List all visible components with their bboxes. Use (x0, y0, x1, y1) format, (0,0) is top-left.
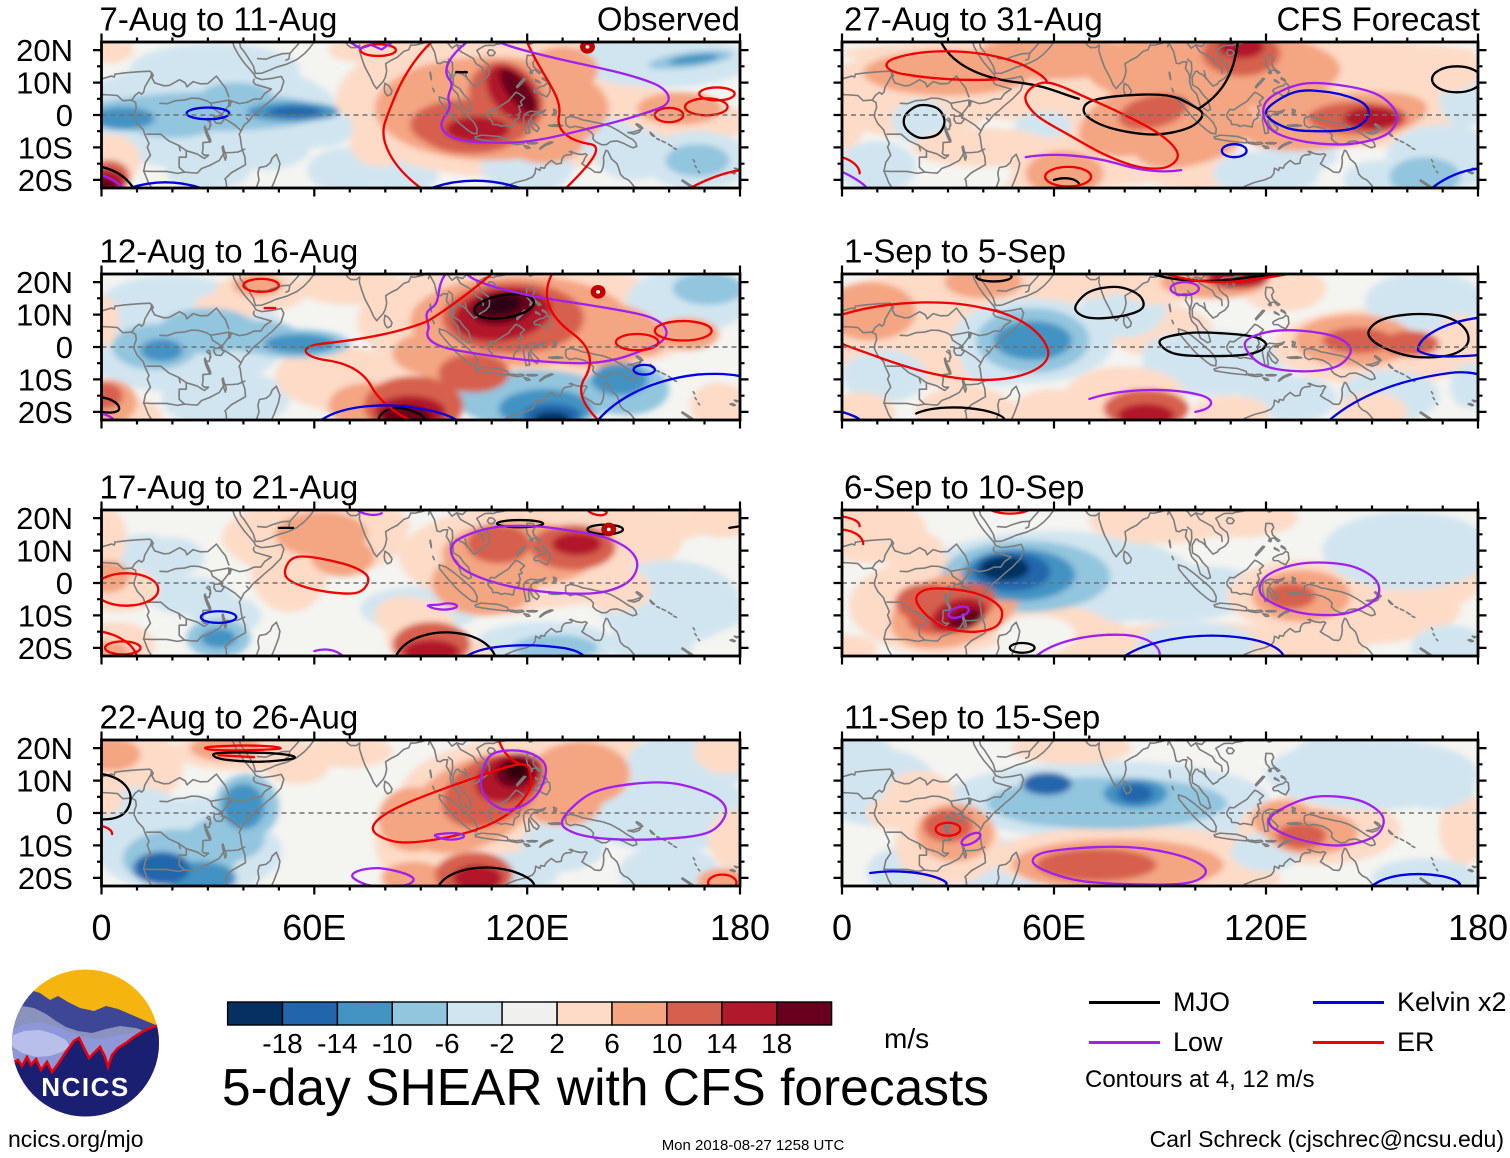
svg-text:Low: Low (1173, 1027, 1223, 1057)
svg-text:22-Aug to 26-Aug: 22-Aug to 26-Aug (100, 699, 359, 736)
svg-text:120E: 120E (1224, 907, 1308, 948)
svg-text:NCICS: NCICS (41, 1072, 129, 1102)
svg-text:10N: 10N (16, 298, 73, 333)
svg-text:10: 10 (651, 1028, 682, 1059)
svg-text:60E: 60E (1022, 907, 1086, 948)
svg-text:0: 0 (832, 907, 852, 948)
svg-text:120E: 120E (485, 907, 569, 948)
svg-text:-10: -10 (372, 1028, 412, 1059)
svg-text:0: 0 (56, 566, 73, 601)
svg-text:MJO: MJO (1173, 987, 1230, 1017)
svg-text:20S: 20S (18, 631, 73, 666)
svg-text:20S: 20S (18, 395, 73, 430)
svg-text:10N: 10N (16, 66, 73, 101)
svg-text:11-Sep to 15-Sep: 11-Sep to 15-Sep (844, 699, 1100, 736)
svg-text:10N: 10N (16, 534, 73, 569)
svg-text:20N: 20N (16, 501, 73, 536)
svg-text:-6: -6 (435, 1028, 460, 1059)
svg-text:180: 180 (710, 907, 770, 948)
svg-text:m/s: m/s (884, 1023, 929, 1054)
svg-text:20S: 20S (18, 163, 73, 198)
svg-text:Kelvin x2: Kelvin x2 (1397, 987, 1507, 1017)
svg-text:10S: 10S (18, 828, 73, 863)
svg-text:Observed: Observed (597, 1, 740, 38)
svg-text:ER: ER (1397, 1027, 1435, 1057)
svg-text:6-Sep to 10-Sep: 6-Sep to 10-Sep (844, 469, 1084, 506)
svg-text:0: 0 (56, 330, 73, 365)
svg-text:0: 0 (91, 907, 111, 948)
svg-text:27-Aug to 31-Aug: 27-Aug to 31-Aug (844, 1, 1103, 38)
svg-text:10S: 10S (18, 130, 73, 165)
svg-text:17-Aug to 21-Aug: 17-Aug to 21-Aug (100, 469, 359, 506)
svg-text:-18: -18 (262, 1028, 302, 1059)
svg-text:10S: 10S (18, 598, 73, 633)
svg-text:20N: 20N (16, 33, 73, 68)
svg-text:CFS Forecast: CFS Forecast (1276, 1, 1480, 38)
svg-text:7-Aug to 11-Aug: 7-Aug to 11-Aug (100, 1, 338, 38)
svg-text:20N: 20N (16, 731, 73, 766)
svg-text:14: 14 (706, 1028, 737, 1059)
svg-text:10N: 10N (16, 764, 73, 799)
svg-text:Carl Schreck (cjschrec@ncsu.ed: Carl Schreck (cjschrec@ncsu.edu) (1150, 1126, 1504, 1152)
svg-text:20N: 20N (16, 265, 73, 300)
svg-text:18: 18 (761, 1028, 792, 1059)
svg-text:Contours at 4, 12 m/s: Contours at 4, 12 m/s (1085, 1066, 1314, 1093)
svg-text:180: 180 (1448, 907, 1508, 948)
svg-text:12-Aug to 16-Aug: 12-Aug to 16-Aug (100, 233, 359, 270)
svg-text:ncics.org/mjo: ncics.org/mjo (8, 1126, 143, 1152)
svg-text:6: 6 (604, 1028, 620, 1059)
svg-text:0: 0 (56, 98, 73, 133)
svg-text:0: 0 (56, 796, 73, 831)
svg-text:60E: 60E (282, 907, 346, 948)
svg-text:Mon 2018-08-27 1258 UTC: Mon 2018-08-27 1258 UTC (662, 1137, 845, 1154)
svg-text:10S: 10S (18, 362, 73, 397)
svg-text:20S: 20S (18, 861, 73, 896)
svg-text:-14: -14 (317, 1028, 357, 1059)
svg-text:5-day SHEAR with CFS forecasts: 5-day SHEAR with CFS forecasts (222, 1058, 989, 1116)
svg-text:-2: -2 (490, 1028, 515, 1059)
svg-text:2: 2 (549, 1028, 565, 1059)
svg-text:1-Sep to 5-Sep: 1-Sep to 5-Sep (844, 233, 1066, 270)
